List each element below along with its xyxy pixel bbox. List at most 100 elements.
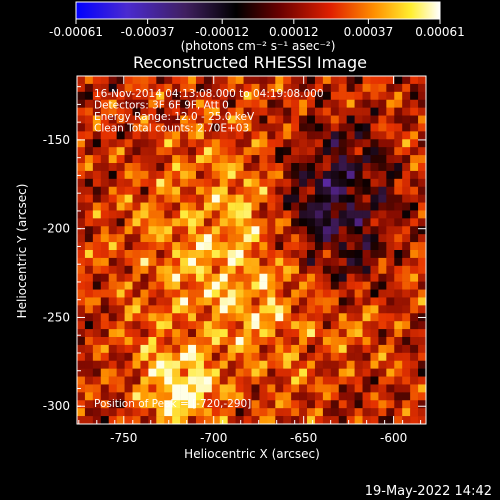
heatmap-cell	[188, 305, 197, 314]
heatmap-cell	[235, 297, 244, 306]
heatmap-cell	[402, 329, 411, 338]
heatmap-cell	[322, 344, 332, 354]
heatmap-cell	[172, 83, 181, 93]
heatmap-cell	[148, 170, 157, 180]
heatmap-cell	[322, 170, 332, 180]
heatmap-cell	[116, 273, 125, 282]
heatmap-cell	[148, 297, 157, 306]
heatmap-cell	[291, 376, 300, 385]
heatmap-cell	[140, 384, 149, 393]
heatmap-cell	[378, 416, 387, 424]
heatmap-cell	[402, 91, 411, 101]
heatmap-cell	[77, 194, 86, 203]
heatmap-cell	[291, 408, 300, 417]
heatmap-cell	[386, 194, 395, 203]
heatmap-cell	[299, 242, 308, 251]
heatmap-cell	[291, 91, 300, 101]
heatmap-cell	[156, 147, 165, 156]
heatmap-cell	[330, 210, 340, 219]
heatmap-cell	[275, 170, 284, 180]
heatmap-cell	[219, 289, 228, 298]
heatmap-cell	[338, 163, 347, 172]
heatmap-cell	[100, 344, 110, 354]
heatmap-cell	[92, 147, 102, 156]
heatmap-cell	[211, 218, 221, 227]
heatmap-cell	[314, 107, 324, 116]
heatmap-cell	[195, 178, 205, 188]
heatmap-cell	[235, 107, 244, 116]
heatmap-cell	[116, 123, 125, 132]
heatmap-cell	[283, 194, 292, 203]
heatmap-cell	[362, 194, 371, 203]
heatmap-cell	[172, 289, 181, 298]
heatmap-cell	[338, 289, 347, 298]
heatmap-cell	[362, 265, 371, 275]
heatmap-cell	[172, 392, 181, 401]
heatmap-cell	[140, 368, 149, 377]
heatmap-cell	[346, 344, 355, 354]
heatmap-cell	[164, 265, 173, 275]
heatmap-cell	[211, 368, 221, 377]
heatmap-cell	[378, 257, 387, 267]
heatmap-cell	[92, 289, 102, 298]
heatmap-cell	[299, 218, 308, 227]
heatmap-cell	[307, 163, 316, 172]
heatmap-cell	[77, 242, 86, 251]
heatmap-cell	[338, 139, 347, 148]
heatmap-cell	[267, 186, 276, 195]
heatmap-cell	[227, 115, 236, 124]
heatmap-cell	[132, 194, 141, 203]
heatmap-cell	[77, 226, 86, 235]
heatmap-cell	[211, 178, 221, 188]
heatmap-cell	[291, 210, 300, 219]
heatmap-cell	[418, 250, 426, 259]
heatmap-cell	[203, 115, 213, 124]
heatmap-cell	[275, 408, 284, 417]
heatmap-cell	[124, 83, 133, 93]
heatmap-cell	[267, 218, 276, 227]
heatmap-cell	[124, 99, 133, 108]
heatmap-cell	[219, 76, 228, 85]
heatmap-cell	[203, 76, 213, 85]
heatmap-cell	[307, 265, 316, 275]
heatmap-cell	[211, 202, 221, 211]
heatmap-cell	[164, 163, 173, 172]
heatmap-cell	[267, 107, 276, 116]
heatmap-cell	[100, 281, 110, 290]
heatmap-cell	[410, 400, 419, 409]
heatmap-cell	[235, 352, 244, 362]
heatmap-cell	[243, 250, 252, 259]
heatmap-cell	[116, 337, 125, 346]
heatmap-cell	[124, 257, 133, 267]
heatmap-cell	[211, 186, 221, 195]
heatmap-cell	[402, 289, 411, 298]
heatmap-cell	[124, 416, 133, 424]
heatmap-cell	[211, 305, 221, 314]
heatmap-cell	[203, 289, 213, 298]
heatmap-cell	[251, 250, 260, 259]
heatmap-cell	[140, 416, 149, 424]
heatmap-cell	[188, 123, 197, 132]
heatmap-cell	[283, 376, 292, 385]
heatmap-cell	[235, 131, 244, 140]
heatmap-cell	[346, 218, 355, 227]
heatmap-cell	[92, 202, 102, 211]
heatmap-cell	[378, 163, 387, 172]
heatmap-cell	[243, 305, 252, 314]
heatmap-cell	[124, 107, 133, 116]
y-axis-title: Heliocentric Y (arcsec)	[15, 184, 29, 319]
heatmap-cell	[346, 360, 355, 369]
heatmap-cell	[188, 265, 197, 275]
heatmap-cell	[354, 91, 363, 101]
heatmap-cell	[84, 218, 94, 227]
heatmap-cell	[108, 242, 117, 251]
heatmap-cell	[92, 250, 102, 259]
heatmap-cell	[314, 408, 324, 417]
heatmap-cell	[235, 281, 244, 290]
heatmap-cell	[291, 83, 300, 93]
heatmap-cell	[362, 163, 371, 172]
heatmap-cell	[84, 163, 94, 172]
heatmap-cell	[354, 376, 363, 385]
heatmap-cell	[108, 210, 117, 219]
heatmap-cell	[140, 360, 149, 369]
